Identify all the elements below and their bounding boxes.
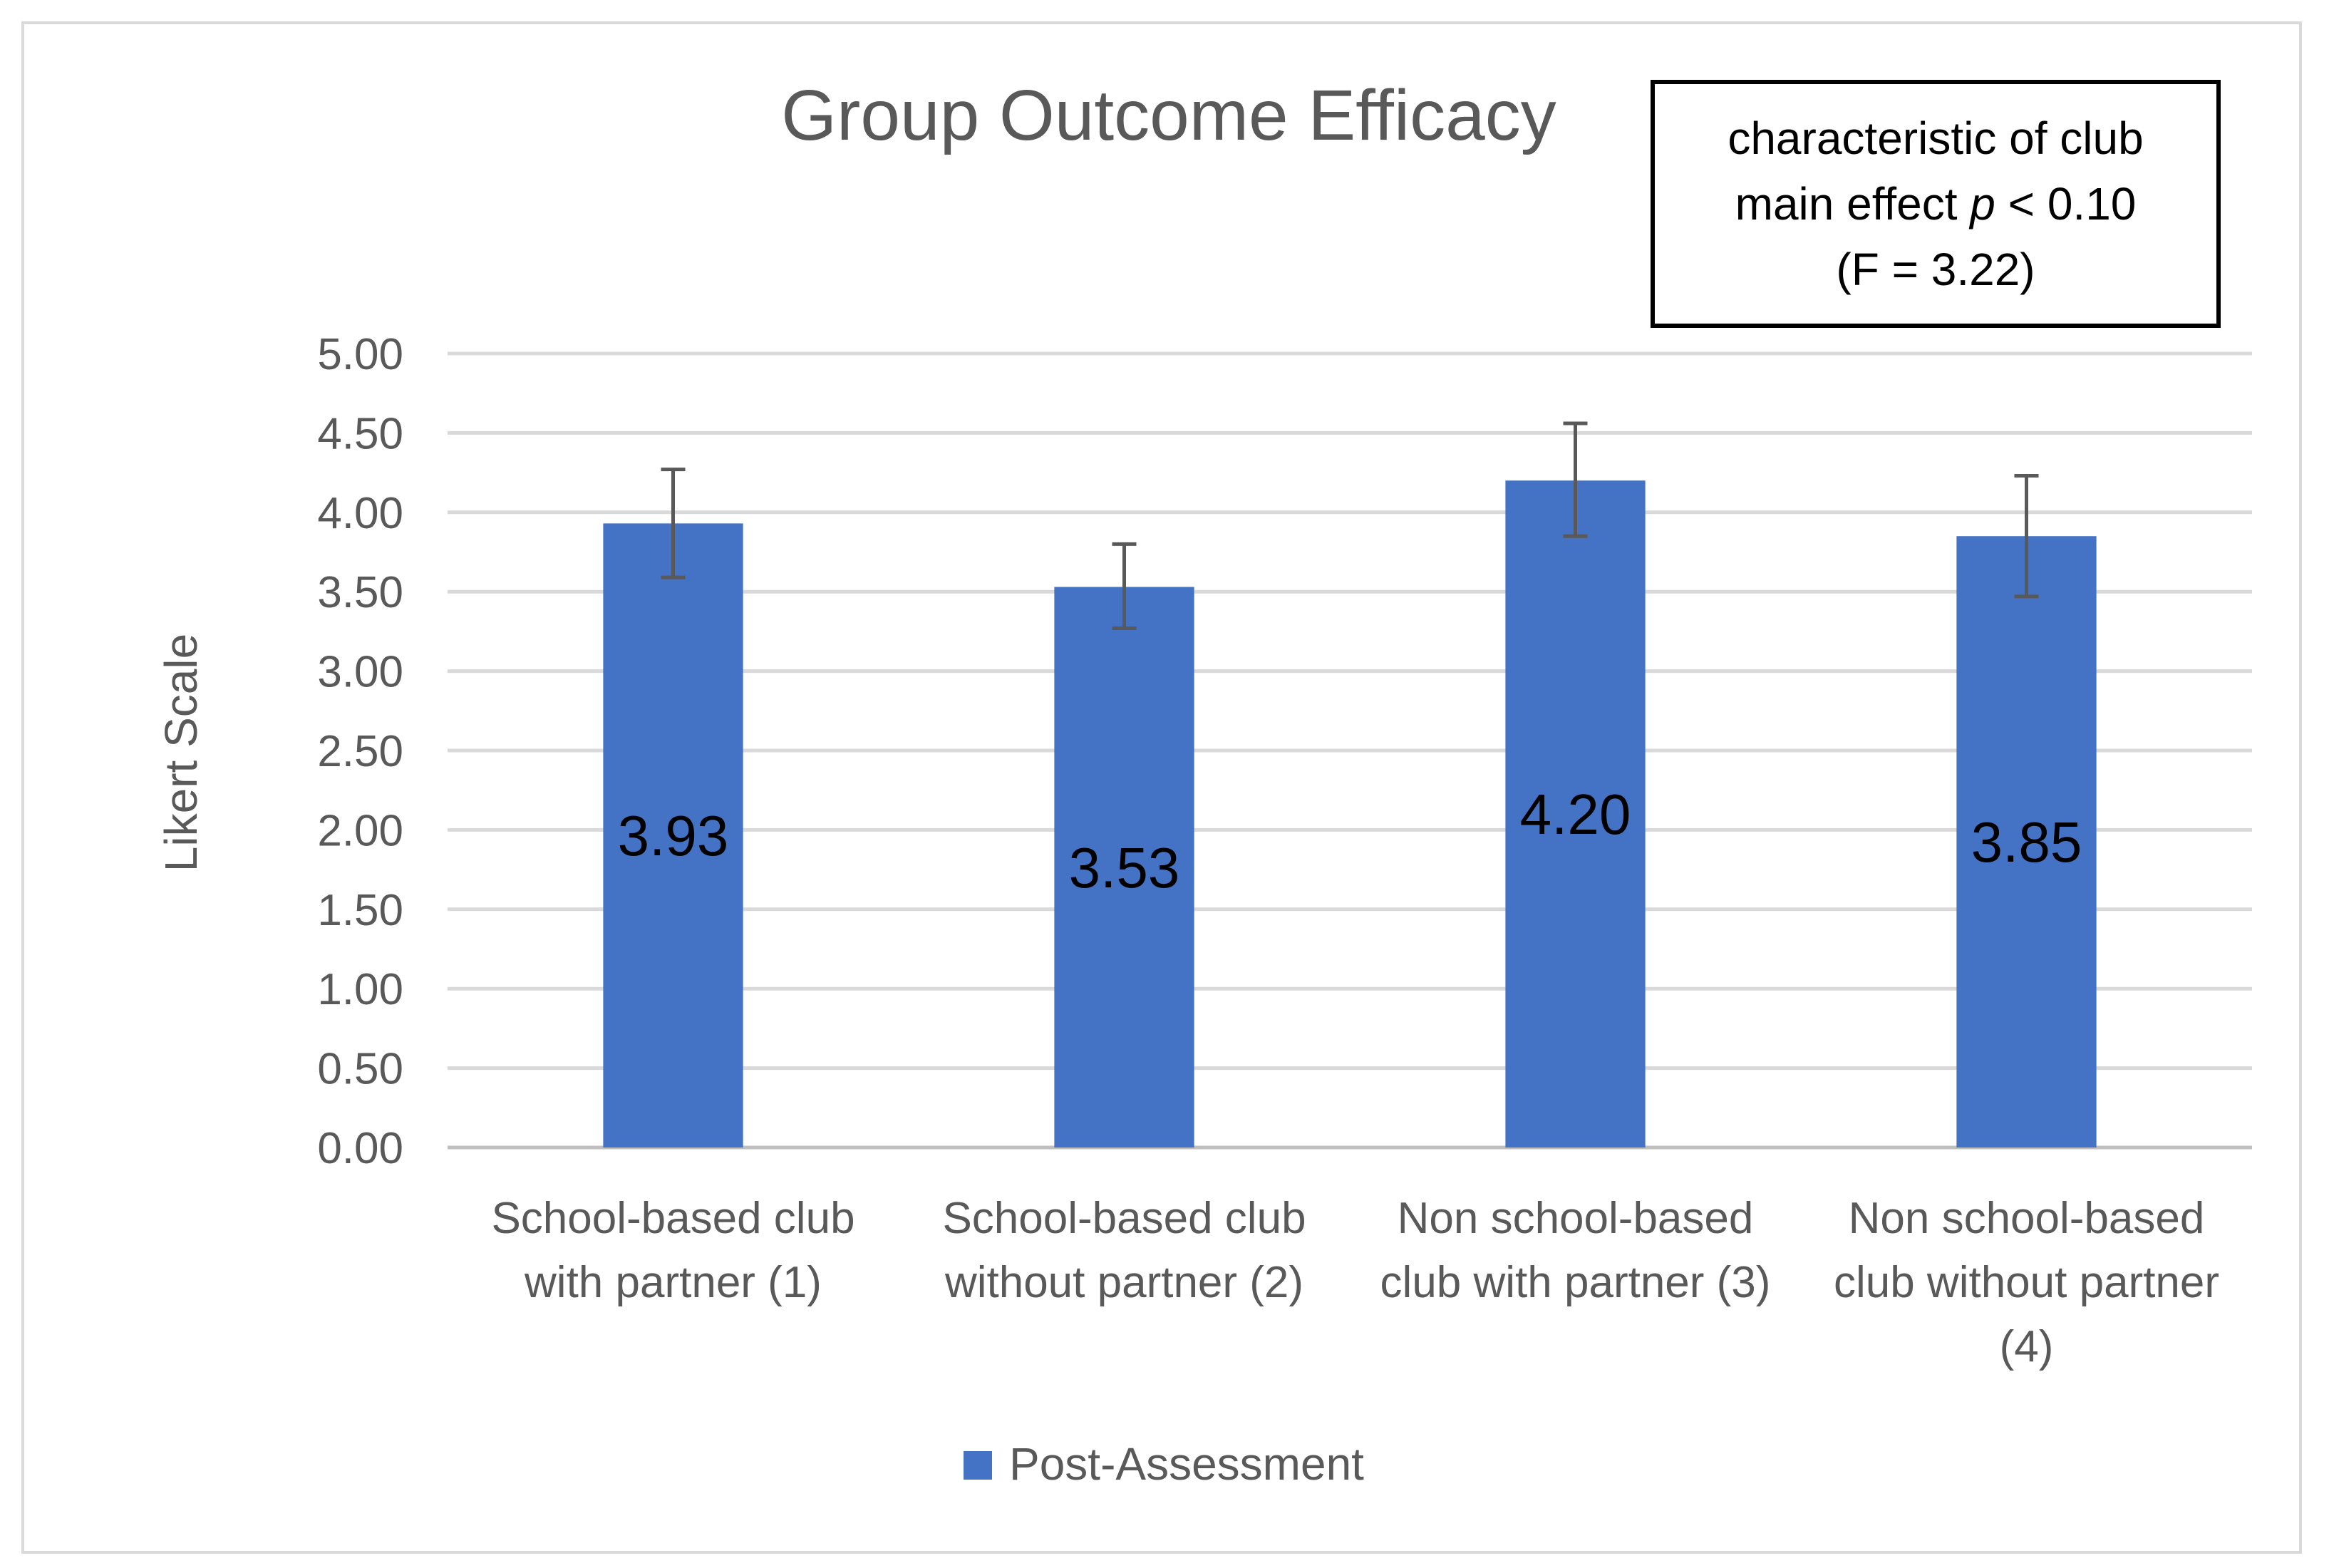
x-tick-label: School-based club bbox=[491, 1194, 854, 1243]
annotation-line-2: main effect p < 0.10 bbox=[1735, 171, 2137, 237]
annotation-box: characteristic of club main effect p < 0… bbox=[1651, 80, 2221, 328]
chart-title: Group Outcome Efficacy bbox=[781, 76, 1556, 155]
annotation-p-symbol: p bbox=[1970, 178, 1995, 229]
y-tick-label: 2.00 bbox=[317, 806, 403, 855]
gridlines bbox=[448, 351, 2252, 1150]
x-tick-label: Non school-based bbox=[1398, 1194, 1754, 1243]
bar bbox=[603, 523, 743, 1147]
y-tick-label: 3.50 bbox=[317, 568, 403, 617]
x-tick-label: School-based club bbox=[942, 1194, 1306, 1243]
x-tick-label: Non school-based bbox=[1849, 1194, 2205, 1243]
bar bbox=[1505, 480, 1646, 1147]
error-bars bbox=[661, 421, 2039, 630]
y-tick-label: 2.50 bbox=[317, 727, 403, 776]
legend: Post-Assessment bbox=[964, 1438, 1364, 1490]
y-tick-label: 0.00 bbox=[317, 1124, 403, 1173]
x-tick-label: club with partner (3) bbox=[1380, 1258, 1771, 1307]
x-axis-labels: School-based club with partner (1) School-… bbox=[491, 1194, 2219, 1371]
data-label: 4.20 bbox=[1520, 783, 1631, 846]
legend-label-post-assessment: Post-Assessment bbox=[1009, 1438, 1364, 1490]
y-axis-label: Likert Scale bbox=[155, 634, 207, 872]
y-tick-label: 3.00 bbox=[317, 648, 403, 697]
bar bbox=[1956, 536, 2097, 1147]
x-tick-label: club without partner bbox=[1834, 1258, 2219, 1307]
y-tick-label: 4.50 bbox=[317, 409, 403, 458]
x-tick-label: with partner (1) bbox=[524, 1258, 822, 1307]
annotation-line-1: characteristic of club bbox=[1728, 113, 2144, 164]
y-tick-label: 0.50 bbox=[317, 1045, 403, 1094]
data-labels: 3.93 3.53 4.20 3.85 bbox=[618, 783, 2082, 899]
annotation-line-2-end: < 0.10 bbox=[1995, 178, 2137, 229]
data-label: 3.85 bbox=[1971, 810, 2082, 874]
legend-swatch bbox=[964, 1451, 992, 1480]
y-tick-label: 4.00 bbox=[317, 489, 403, 538]
y-tick-label: 1.00 bbox=[317, 965, 403, 1014]
annotation-line-3: (F = 3.22) bbox=[1836, 244, 2035, 295]
y-axis-ticks: 0.00 0.50 1.00 1.50 2.00 2.50 3.00 3.50 4.00 4.50… bbox=[317, 330, 403, 1173]
bars bbox=[603, 480, 2097, 1147]
y-tick-label: 5.00 bbox=[317, 330, 403, 379]
data-label: 3.93 bbox=[618, 804, 729, 867]
data-label: 3.53 bbox=[1069, 836, 1180, 899]
y-tick-label: 1.50 bbox=[317, 886, 403, 935]
x-tick-label: without partner (2) bbox=[944, 1258, 1303, 1307]
x-tick-label: (4) bbox=[2000, 1322, 2054, 1371]
bar bbox=[1054, 587, 1194, 1147]
annotation-line-2-start: main effect bbox=[1735, 178, 1971, 229]
